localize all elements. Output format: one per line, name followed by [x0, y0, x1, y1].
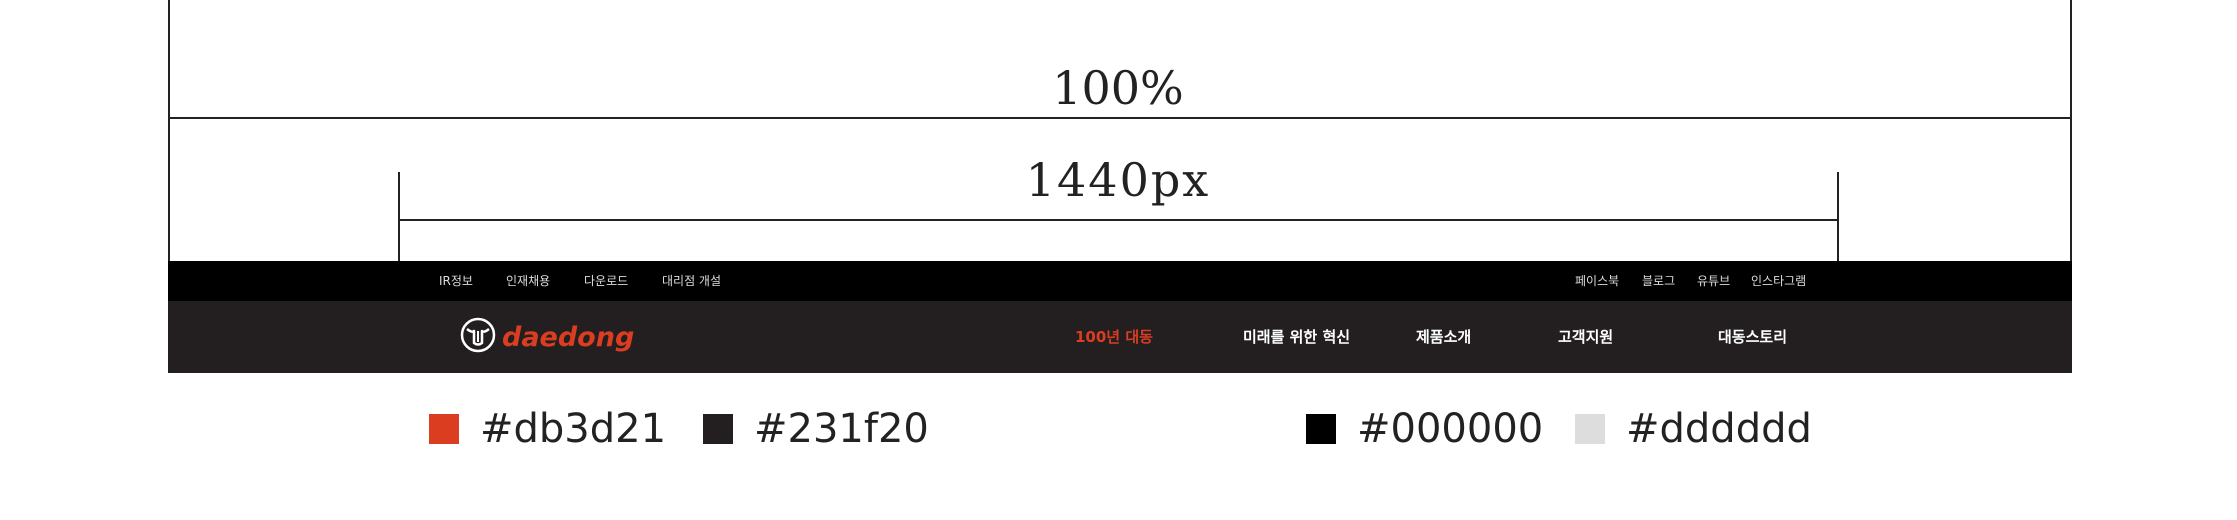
nav-story[interactable]: 대동스토리: [1718, 328, 1788, 346]
swatch-light-gray-label: #dddddd: [1626, 406, 1812, 452]
main-nav-bar: daedong 100년 대동 미래를 위한 혁신 제품소개 고객지원 대동스토…: [168, 301, 2072, 373]
link-blog[interactable]: 블로그: [1642, 274, 1676, 288]
link-downloads[interactable]: 다운로드: [584, 274, 629, 288]
nav-innovation[interactable]: 미래를 위한 혁신: [1243, 328, 1351, 346]
swatch-dark: [703, 414, 733, 444]
content-width-line: [398, 219, 1839, 221]
content-width-label: 1440px: [1025, 153, 1211, 207]
nav-support[interactable]: 고객지원: [1558, 328, 1614, 346]
swatch-red-label: #db3d21: [480, 406, 667, 452]
bull-head-icon: [460, 317, 496, 357]
nav-products[interactable]: 제품소개: [1416, 328, 1472, 346]
link-dealer-opening[interactable]: 대리점 개설: [662, 274, 722, 288]
full-width-label: 100%: [1052, 61, 1184, 115]
swatch-black-label: #000000: [1357, 406, 1544, 452]
logo-wordmark: daedong: [502, 321, 635, 353]
outer-right-guide: [2070, 0, 2072, 261]
link-ir-info[interactable]: IR정보: [439, 274, 473, 288]
swatch-black: [1306, 414, 1336, 444]
link-instagram[interactable]: 인스타그램: [1751, 274, 1807, 288]
outer-left-guide: [168, 0, 170, 261]
link-careers[interactable]: 인재채용: [506, 274, 551, 288]
inner-left-guide: [398, 172, 400, 261]
utility-bar: IR정보 인재채용 다운로드 대리점 개설 페이스북 블로그 유튜브 인스타그램: [168, 261, 2072, 301]
inner-right-guide: [1837, 172, 1839, 261]
link-youtube[interactable]: 유튜브: [1697, 274, 1731, 288]
swatch-dark-label: #231f20: [754, 406, 929, 452]
daedong-logo[interactable]: daedong: [460, 317, 635, 357]
link-facebook[interactable]: 페이스북: [1575, 274, 1620, 288]
nav-100-years[interactable]: 100년 대동: [1075, 328, 1153, 346]
full-width-line: [168, 117, 2072, 119]
swatch-light-gray: [1575, 414, 1605, 444]
swatch-red: [429, 414, 459, 444]
